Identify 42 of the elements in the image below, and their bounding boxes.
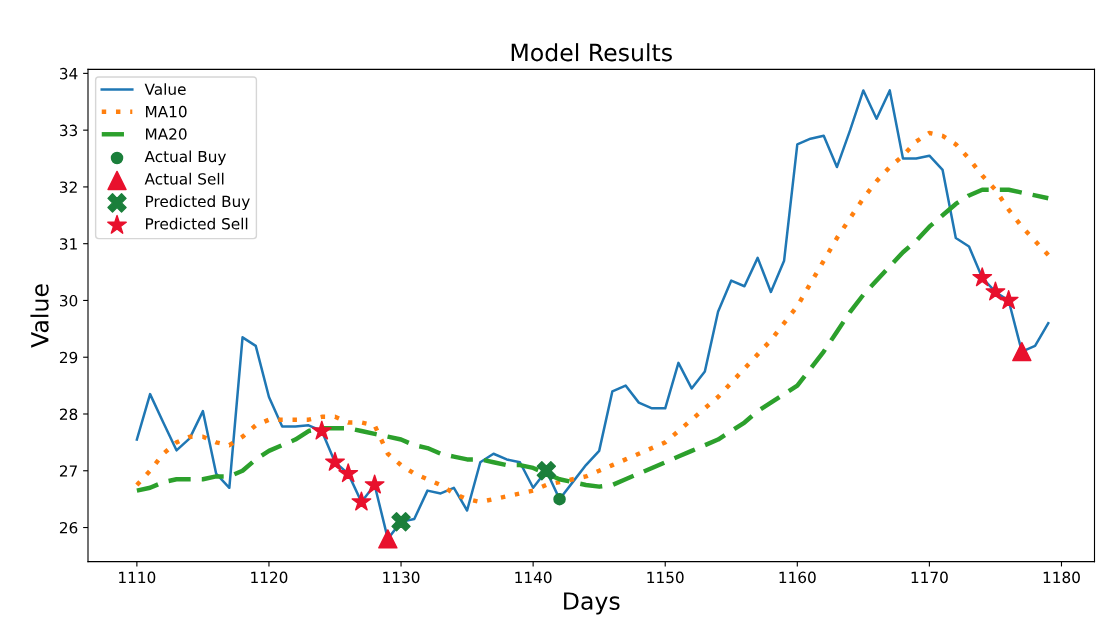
legend-label: Value xyxy=(144,83,186,95)
point xyxy=(972,267,993,287)
point xyxy=(351,491,372,511)
y-tick-label: 29 xyxy=(59,351,78,364)
point xyxy=(311,420,332,440)
y-tick-label: 30 xyxy=(60,294,78,307)
point xyxy=(364,474,385,494)
x-tick-label: 1110 xyxy=(119,571,156,584)
point xyxy=(985,281,1006,301)
point xyxy=(1012,341,1032,362)
x-axis-title: Days xyxy=(564,592,620,615)
point xyxy=(391,512,411,532)
y-tick-label: 33 xyxy=(60,124,78,137)
y-tick-label: 27 xyxy=(59,465,77,477)
point xyxy=(378,529,398,549)
y-tick-label: 28 xyxy=(59,408,78,421)
legend-label: Predicted Sell xyxy=(146,217,248,230)
point xyxy=(998,290,1019,310)
x-tick-label: 1120 xyxy=(251,571,288,584)
line-series xyxy=(134,187,1051,493)
y-tick-label: 32 xyxy=(60,181,77,193)
x-tick-label: 1130 xyxy=(383,571,420,584)
y-tick-label: 31 xyxy=(60,238,77,250)
y-tick-label: 26 xyxy=(59,521,78,534)
x-tick-label: 1150 xyxy=(647,571,684,584)
legend-label: MA20 xyxy=(146,128,187,140)
x-tick-label: 1140 xyxy=(515,571,552,584)
y-axis-title: Value xyxy=(30,284,49,348)
chart-title: Model Results xyxy=(511,43,672,62)
legend-label: Actual Buy xyxy=(144,150,226,166)
legend-label: Predicted Buy xyxy=(146,195,250,211)
point xyxy=(553,492,566,506)
legend-label: MA10 xyxy=(146,105,187,118)
point xyxy=(536,461,557,481)
point xyxy=(338,463,359,483)
x-tick-label: 1170 xyxy=(911,571,948,584)
y-tick-label: 34 xyxy=(60,67,78,80)
legend-label: Actual Sell xyxy=(144,172,224,185)
x-tick-label: 1180 xyxy=(1043,571,1080,584)
x-tick-label: 1160 xyxy=(779,571,816,584)
point xyxy=(325,451,345,471)
line-series xyxy=(134,130,1051,505)
